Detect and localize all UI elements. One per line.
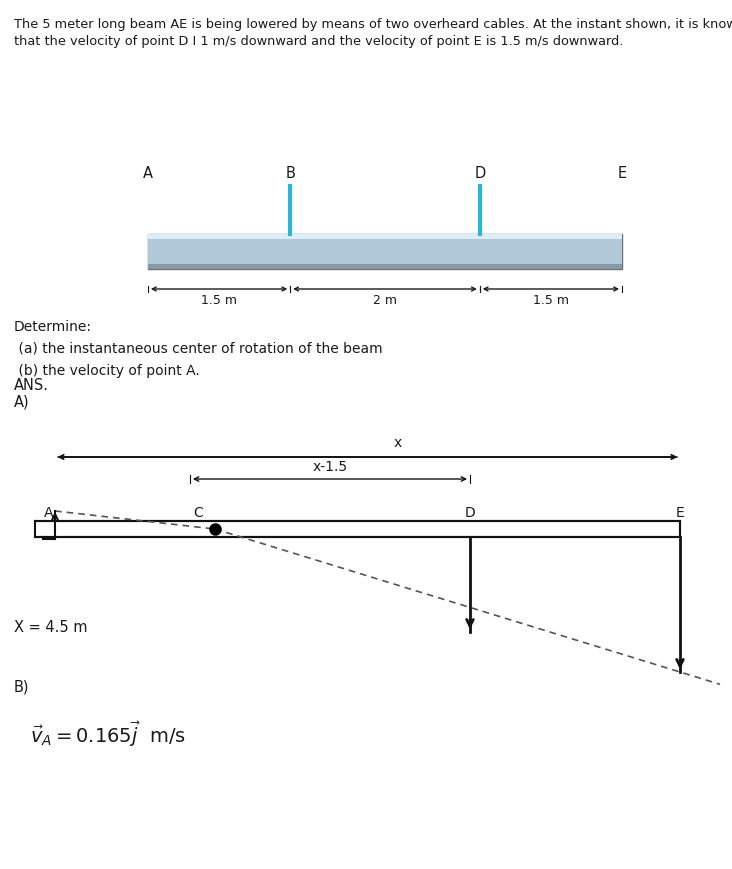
Text: 1.5 m: 1.5 m <box>533 294 569 307</box>
Bar <box>148 235 622 240</box>
Text: A: A <box>143 166 153 181</box>
Text: that the velocity of point D I 1 m/s downward and the velocity of point E is 1.5: that the velocity of point D I 1 m/s dow… <box>14 35 624 48</box>
Text: Determine:: Determine: <box>14 320 92 334</box>
Text: The 5 meter long beam AE is being lowered by means of two overheard cables. At t: The 5 meter long beam AE is being lowere… <box>14 18 732 31</box>
Text: X = 4.5 m: X = 4.5 m <box>14 620 88 634</box>
Text: x-1.5: x-1.5 <box>313 460 348 474</box>
Text: C: C <box>193 506 203 520</box>
Text: B): B) <box>14 680 29 694</box>
Text: B: B <box>285 166 295 181</box>
Bar <box>35 521 680 537</box>
Text: 2 m: 2 m <box>373 294 397 307</box>
Text: A): A) <box>14 395 29 409</box>
Text: (b) the velocity of point A.: (b) the velocity of point A. <box>14 363 200 377</box>
Text: E: E <box>676 506 684 520</box>
Text: (a) the instantaneous center of rotation of the beam: (a) the instantaneous center of rotation… <box>14 342 383 355</box>
Bar <box>148 265 622 269</box>
Text: A: A <box>43 506 53 520</box>
Text: x: x <box>393 435 402 449</box>
Text: E: E <box>617 166 627 181</box>
Text: $\vec{v}_A = 0.165\vec{j}$  m/s: $\vec{v}_A = 0.165\vec{j}$ m/s <box>30 720 186 748</box>
Text: 1.5 m: 1.5 m <box>201 294 237 307</box>
Bar <box>148 240 622 265</box>
Text: D: D <box>465 506 475 520</box>
Text: ANS.: ANS. <box>14 377 49 393</box>
Bar <box>148 235 622 269</box>
Text: D: D <box>474 166 485 181</box>
